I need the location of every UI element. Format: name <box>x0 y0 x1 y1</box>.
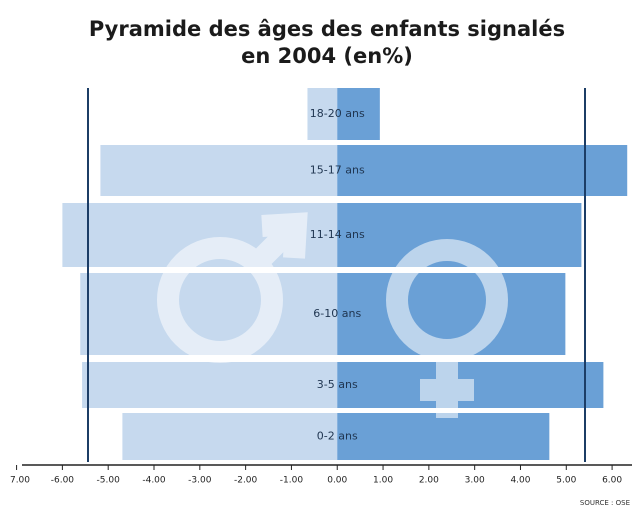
category-label: 15-17 ans <box>310 164 365 177</box>
x-tick-label: 2.00 <box>419 476 439 486</box>
male-arrowhead <box>261 212 308 259</box>
bar <box>307 88 338 140</box>
x-tick-label: -3.00 <box>188 476 212 486</box>
bar <box>100 145 338 196</box>
bar <box>337 145 628 196</box>
x-tick-label: -2.00 <box>234 476 258 486</box>
bar <box>122 413 338 460</box>
category-label: 18-20 ans <box>310 107 365 120</box>
source: SOURCE : OSE <box>580 499 630 507</box>
x-tick-label: 5.00 <box>556 476 576 486</box>
gender-symbols <box>157 212 508 418</box>
bars <box>62 88 628 460</box>
x-tick-label: -6.00 <box>51 476 75 486</box>
x-tick-label: 6.00 <box>602 476 622 486</box>
category-label: 0-2 ans <box>317 430 358 443</box>
category-label: 11-14 ans <box>310 228 365 241</box>
male-symbol <box>157 237 283 363</box>
category-label: 3-5 ans <box>317 378 358 391</box>
chart-title: Pyramide des âges des enfants signalés <box>89 17 565 41</box>
x-tick-label: 0.00 <box>327 476 347 486</box>
x-tick-label: 4.00 <box>510 476 530 486</box>
x-tick-label: 3.00 <box>465 476 485 486</box>
bar <box>337 88 380 140</box>
labels: 18-20 ans 15-17 ans 11-14 ans 6-10 ans 3-5 a… <box>310 107 365 443</box>
chart-subtitle: en 2004 (en%) <box>241 44 413 68</box>
x-tick-label: -4.00 <box>142 476 166 486</box>
x-tick-label: -5.00 <box>97 476 121 486</box>
x-tick-label: 7.00 <box>10 476 30 486</box>
bar <box>82 362 338 408</box>
bar <box>337 413 550 460</box>
x-tick-label: 1.00 <box>373 476 393 486</box>
x-tick-label: -1.00 <box>280 476 304 486</box>
category-label: 6-10 ans <box>313 307 361 320</box>
